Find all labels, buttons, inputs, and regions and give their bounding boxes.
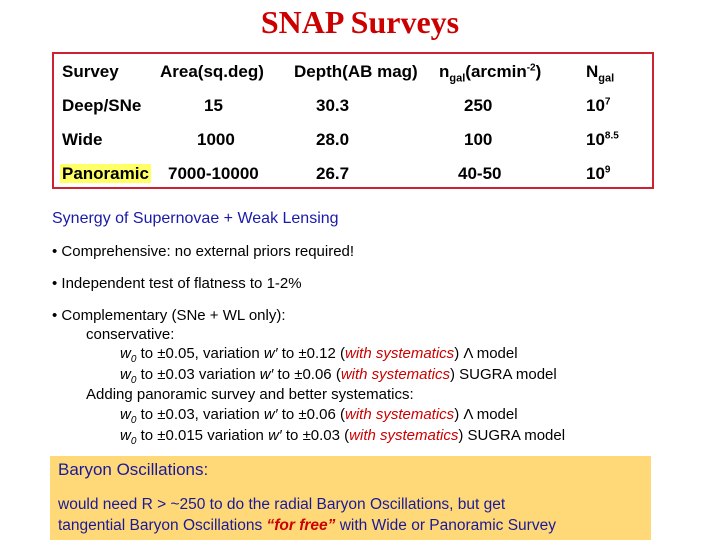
- row-wide-ngal: 100: [464, 130, 493, 149]
- constraint-line-3: w0 to ±0.03, variation w′ to ±0.06 (with…: [120, 406, 518, 426]
- slide-title: SNAP Surveys: [260, 4, 460, 40]
- survey-table: Survey Area(sq.deg) Depth(AB mag) ngal(a…: [52, 52, 654, 189]
- row-wide-survey: Wide: [62, 130, 103, 149]
- conservative-label: conservative:: [86, 326, 175, 343]
- adding-panoramic-label: Adding panoramic survey and better syste…: [86, 386, 414, 403]
- row-deep-Ngal: 107: [586, 96, 611, 115]
- row-panoramic-area: 7000-10000: [168, 164, 259, 183]
- constraint-line-1: w0 to ±0.05, variation w′ to ±0.12 (with…: [120, 345, 518, 365]
- row-panoramic-Ngal: 109: [586, 164, 611, 183]
- row-panoramic-survey: Panoramic: [60, 164, 151, 184]
- bullet-complementary: • Complementary (SNe + WL only):: [52, 307, 286, 324]
- baryon-line-2: tangential Baryon Oscillations “for free…: [58, 517, 556, 534]
- row-deep-area: 15: [204, 96, 223, 115]
- synergy-heading: Synergy of Supernovae + Weak Lensing: [52, 210, 339, 227]
- row-panoramic-ngal: 40-50: [458, 164, 502, 183]
- bullet-comprehensive: • Comprehensive: no external priors requ…: [52, 243, 355, 260]
- row-wide-Ngal: 108.5: [586, 130, 619, 149]
- row-panoramic-depth: 26.7: [316, 164, 350, 183]
- header-depth: Depth(AB mag): [294, 62, 418, 81]
- constraint-line-4: w0 to ±0.015 variation w′ to ±0.03 (with…: [120, 427, 566, 447]
- for-free-emphasis: “for free”: [266, 517, 336, 534]
- header-ngal: ngal(arcmin-2): [439, 62, 542, 85]
- row-wide-area: 1000: [197, 130, 235, 149]
- bullet-flatness: • Independent test of flatness to 1-2%: [52, 275, 302, 292]
- panoramic-highlight: Panoramic: [60, 164, 151, 183]
- baryon-oscillations-box: Baryon Oscillations: would need R > ~250…: [50, 456, 651, 540]
- row-deep-ngal: 250: [464, 96, 493, 115]
- header-Ngal: Ngal: [586, 62, 615, 85]
- row-deep-depth: 30.3: [316, 96, 350, 115]
- baryon-line-1: would need R > ~250 to do the radial Bar…: [58, 496, 506, 513]
- header-survey: Survey: [62, 62, 119, 81]
- header-area: Area(sq.deg): [160, 62, 264, 81]
- row-deep-survey: Deep/SNe: [62, 96, 142, 115]
- row-wide-depth: 28.0: [316, 130, 350, 149]
- baryon-title: Baryon Oscillations:: [58, 460, 209, 479]
- constraint-line-2: w0 to ±0.03 variation w′ to ±0.06 (with …: [120, 366, 557, 386]
